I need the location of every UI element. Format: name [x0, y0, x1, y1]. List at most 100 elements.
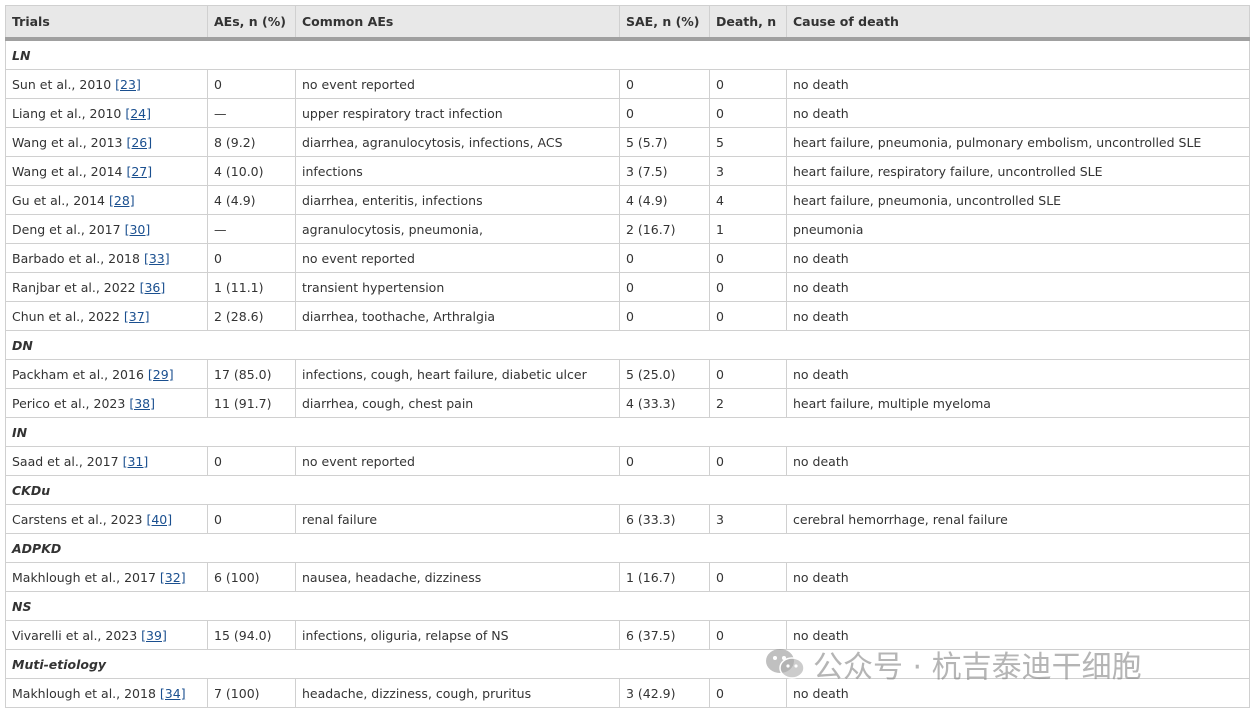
aes-cell: 11 (91.7)	[207, 388, 296, 418]
aes-cell: 0	[207, 504, 296, 534]
aes-cell: 2 (28.6)	[207, 301, 296, 331]
group-label: ADPKD	[5, 533, 1250, 563]
cause-cell: no death	[786, 301, 1250, 331]
group-row: DN	[5, 330, 1250, 360]
reference-link[interactable]: [38]	[129, 395, 155, 411]
death-cell: 1	[709, 214, 787, 244]
aes-cell: 4 (10.0)	[207, 156, 296, 186]
table-body: LN Sun et al., 2010 [23] 0 no event reporte…	[5, 38, 1250, 708]
common-aes-cell: no event reported	[295, 69, 620, 99]
common-aes-cell: diarrhea, toothache, Arthralgia	[295, 301, 620, 331]
common-aes-cell: diarrhea, cough, chest pain	[295, 388, 620, 418]
death-cell: 0	[709, 243, 787, 273]
reference-link[interactable]: [27]	[126, 163, 153, 179]
sae-cell: 4 (4.9)	[619, 185, 710, 215]
reference-link[interactable]: [31]	[122, 453, 149, 469]
data-row: Carstens et al., 2023 [40] 0 renal failure…	[5, 504, 1250, 534]
reference-link[interactable]: [30]	[124, 221, 151, 237]
common-aes-cell: upper respiratory tract infection	[295, 98, 620, 128]
aes-cell: 6 (100)	[207, 562, 296, 592]
death-cell: 0	[709, 301, 787, 331]
data-row: Saad et al., 2017 [31] 0 no event reported…	[5, 446, 1250, 476]
group-label: Muti-etiology	[5, 649, 1250, 679]
trial-name: Perico et al., 2023	[12, 395, 126, 411]
common-aes-cell: nausea, headache, dizziness	[295, 562, 620, 592]
header-cell: Death, n	[709, 5, 787, 41]
trial-name: Carstens et al., 2023	[12, 511, 143, 527]
trial-name: Liang et al., 2010	[12, 105, 122, 121]
trial-name: Vivarelli et al., 2023	[12, 627, 138, 643]
trial-cell: Liang et al., 2010 [24]	[5, 98, 208, 128]
reference-link[interactable]: [33]	[143, 250, 170, 266]
reference-link[interactable]: [37]	[123, 308, 150, 324]
aes-cell: 7 (100)	[207, 678, 296, 708]
data-row: Barbado et al., 2018 [33] 0 no event repor…	[5, 243, 1250, 273]
common-aes-cell: no event reported	[295, 243, 620, 273]
death-cell: 0	[709, 359, 787, 389]
data-row: Gu et al., 2014 [28] 4 (4.9) diarrhea, ent…	[5, 185, 1250, 215]
data-row: Perico et al., 2023 [38] 11 (91.7) diarrhe…	[5, 388, 1250, 418]
reference-link[interactable]: [36]	[139, 279, 166, 295]
death-cell: 0	[709, 272, 787, 302]
sae-cell: 3 (7.5)	[619, 156, 710, 186]
aes-cell: 0	[207, 243, 296, 273]
trial-cell: Wang et al., 2014 [27]	[5, 156, 208, 186]
group-row: NS	[5, 591, 1250, 621]
trial-cell: Chun et al., 2022 [37]	[5, 301, 208, 331]
aes-cell: 0	[207, 446, 296, 476]
trial-name: Makhlough et al., 2017	[12, 569, 156, 585]
data-row: Vivarelli et al., 2023 [39] 15 (94.0) infe…	[5, 620, 1250, 650]
trial-cell: Makhlough et al., 2017 [32]	[5, 562, 208, 592]
trial-cell: Makhlough et al., 2018 [34]	[5, 678, 208, 708]
cause-cell: heart failure, pneumonia, uncontrolled S…	[786, 185, 1250, 215]
trial-cell: Deng et al., 2017 [30]	[5, 214, 208, 244]
sae-cell: 5 (5.7)	[619, 127, 710, 157]
reference-link[interactable]: [40]	[146, 511, 173, 527]
sae-cell: 3 (42.9)	[619, 678, 710, 708]
cause-cell: pneumonia	[786, 214, 1250, 244]
data-row: Ranjbar et al., 2022 [36] 1 (11.1) transie…	[5, 272, 1250, 302]
trial-name: Ranjbar et al., 2022	[12, 279, 136, 295]
trial-cell: Packham et al., 2016 [29]	[5, 359, 208, 389]
header-cell: Trials	[5, 5, 208, 41]
reference-link[interactable]: [24]	[125, 105, 152, 121]
watermark: 公众号 · 杭吉泰迪干细胞	[765, 642, 1142, 686]
aes-cell: 1 (11.1)	[207, 272, 296, 302]
group-label: LN	[5, 38, 1250, 70]
sae-cell: 0	[619, 98, 710, 128]
reference-link[interactable]: [32]	[159, 569, 186, 585]
cause-cell: heart failure, multiple myeloma	[786, 388, 1250, 418]
reference-link[interactable]: [34]	[159, 685, 186, 701]
trial-cell: Sun et al., 2010 [23]	[5, 69, 208, 99]
reference-link[interactable]: [26]	[126, 134, 153, 150]
header-cell: AEs, n (%)	[207, 5, 296, 41]
reference-link[interactable]: [23]	[115, 76, 141, 92]
reference-link[interactable]: [39]	[141, 627, 167, 643]
sae-cell: 2 (16.7)	[619, 214, 710, 244]
data-row: Deng et al., 2017 [30] — agranulocytosis, …	[5, 214, 1250, 244]
sae-cell: 1 (16.7)	[619, 562, 710, 592]
data-row: Liang et al., 2010 [24] — upper respirator…	[5, 98, 1250, 128]
death-cell: 4	[709, 185, 787, 215]
cause-cell: cerebral hemorrhage, renal failure	[786, 504, 1250, 534]
trial-name: Wang et al., 2014	[12, 163, 123, 179]
death-cell: 0	[709, 562, 787, 592]
group-row: ADPKD	[5, 533, 1250, 563]
death-cell: 0	[709, 69, 787, 99]
cause-cell: no death	[786, 69, 1250, 99]
common-aes-cell: infections, cough, heart failure, diabet…	[295, 359, 620, 389]
reference-link[interactable]: [28]	[109, 192, 135, 208]
cause-cell: heart failure, pneumonia, pulmonary embo…	[786, 127, 1250, 157]
trial-name: Barbado et al., 2018	[12, 250, 140, 266]
reference-link[interactable]: [29]	[147, 366, 174, 382]
cause-cell: no death	[786, 98, 1250, 128]
data-row: Makhlough et al., 2018 [34] 7 (100) headac…	[5, 678, 1250, 708]
death-cell: 3	[709, 156, 787, 186]
cause-cell: no death	[786, 272, 1250, 302]
cause-cell: no death	[786, 243, 1250, 273]
trial-name: Wang et al., 2013	[12, 134, 123, 150]
data-row: Makhlough et al., 2017 [32] 6 (100) nausea…	[5, 562, 1250, 592]
cause-cell: no death	[786, 678, 1250, 708]
trial-cell: Carstens et al., 2023 [40]	[5, 504, 208, 534]
trial-name: Sun et al., 2010	[12, 76, 112, 92]
